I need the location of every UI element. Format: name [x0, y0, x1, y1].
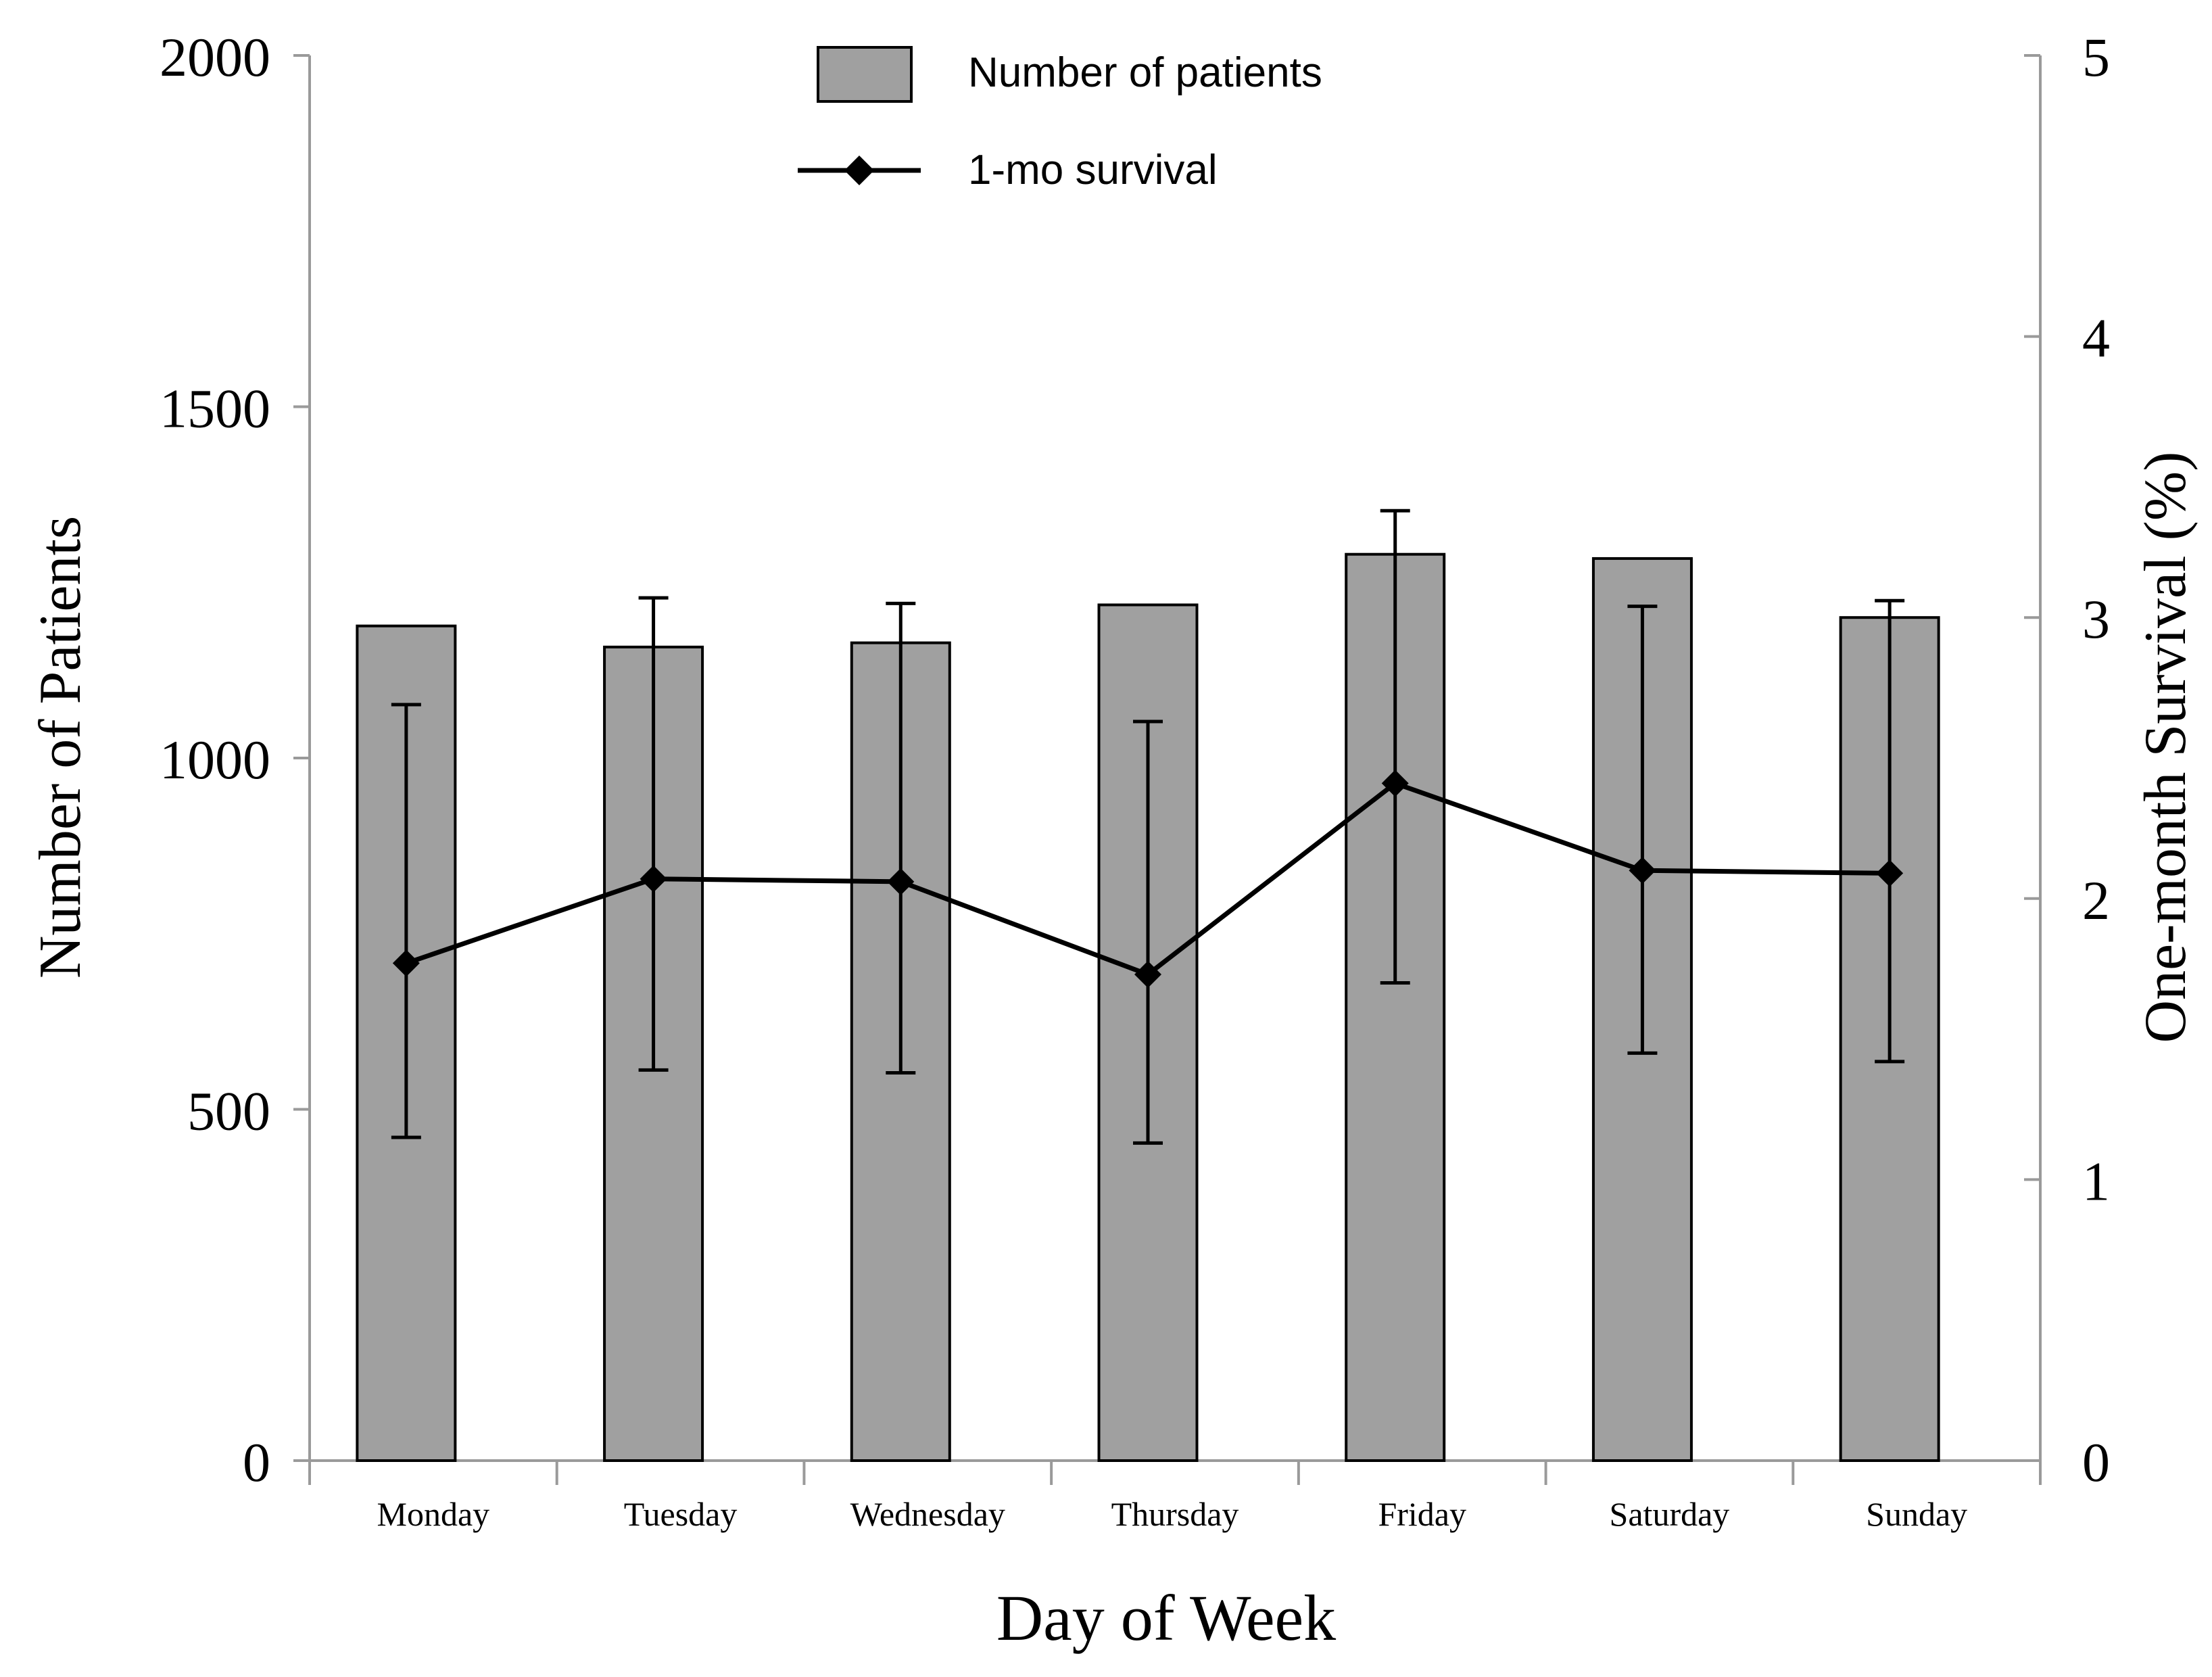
right-tick-label: 2 [2082, 870, 2110, 931]
survival-point [1134, 961, 1161, 989]
legend-bar-label: Number of patients [968, 49, 1322, 96]
legend-line-label: 1-mo survival [968, 147, 1218, 193]
right-tick-label: 5 [2082, 26, 2110, 88]
labels: 0 500 1000 1500 2000 0 1 2 3 4 5 Monday Tuesday Wedne… [160, 26, 2110, 1533]
x-tick-label: Friday [1378, 1495, 1466, 1533]
right-tick-label: 1 [2082, 1150, 2110, 1212]
survival-line [392, 770, 1904, 989]
x-tick-label: Sunday [1866, 1495, 1967, 1533]
y-axis-title: Number of Patients [28, 516, 93, 978]
right-tick-label: 4 [2082, 308, 2110, 369]
x-axis-title: Day of Week [996, 1582, 1336, 1654]
legend: Number of patients 1-mo survival [798, 46, 1322, 193]
left-tick-label: 1500 [160, 378, 270, 440]
legend-diamond-marker [844, 156, 874, 185]
survival-point [1381, 770, 1409, 797]
x-tick-label: Saturday [1610, 1495, 1730, 1533]
right-tick-label: 3 [2082, 588, 2110, 650]
left-tick-label: 500 [187, 1081, 270, 1142]
left-tick-label: 1000 [160, 729, 270, 790]
survival-point [1876, 859, 1904, 887]
survival-point [887, 868, 915, 895]
survival-point [640, 865, 667, 893]
x-tick-label: Monday [377, 1495, 490, 1533]
error-bars [391, 509, 1905, 1145]
left-tick-label: 0 [243, 1432, 270, 1493]
survival-point [392, 949, 420, 977]
right-tick-label: 0 [2082, 1432, 2110, 1493]
x-tick-label: Tuesday [624, 1495, 738, 1533]
survival-point [1629, 857, 1656, 884]
x-tick-label: Thursday [1111, 1495, 1239, 1533]
y2-axis-title: One-month Survival (%) [2133, 452, 2198, 1043]
x-tick-label: Wednesday [850, 1495, 1005, 1533]
legend-bar-swatch [817, 46, 913, 103]
left-tick-label: 2000 [160, 26, 270, 88]
